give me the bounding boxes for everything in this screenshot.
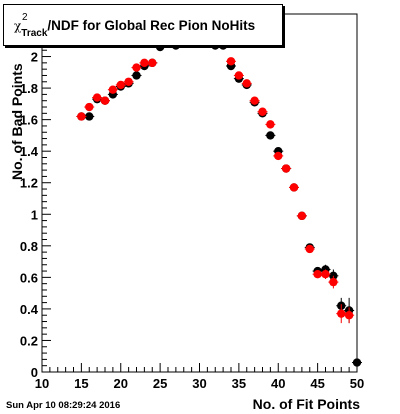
timestamp: Sun Apr 10 08:29:24 2016 [6, 400, 121, 411]
x-tick-label: 20 [114, 376, 128, 391]
y-tick-label: 1.2 [20, 176, 38, 191]
data-point-series-2 [226, 57, 236, 66]
data-point-series-1 [132, 71, 141, 80]
chart-title: χ 2 Track/NDF for Global Rec Pion NoHits [14, 12, 256, 39]
y-tick-label: 0 [31, 365, 38, 380]
y-tick-label: 1.4 [20, 144, 39, 159]
title-subscript: Track [21, 28, 48, 39]
plot-frame [41, 13, 358, 373]
x-tick-label: 35 [232, 376, 246, 391]
x-axis-label: No. of Fit Points [252, 396, 360, 412]
y-tick-label: 0.4 [20, 302, 39, 317]
x-tick-label: 15 [74, 376, 88, 391]
x-tick-label: 30 [192, 376, 206, 391]
y-tick-label: 1 [31, 207, 38, 222]
data-point-series-2 [313, 270, 322, 279]
data-point-series-2 [140, 58, 149, 68]
data-point-series-2 [116, 80, 125, 90]
data-point-series-1 [266, 131, 275, 140]
y-tick-label: 2 [31, 50, 38, 65]
data-point-series-2 [321, 270, 330, 279]
x-tick-label: 10 [35, 376, 49, 391]
data-point-series-1 [85, 112, 94, 121]
data-point-series-2 [266, 120, 275, 129]
data-point-series-2 [77, 112, 86, 121]
title-chi-symbol: χ [14, 19, 22, 33]
data-point-series-1 [352, 358, 362, 367]
chart-title-box: χ 2 Track/NDF for Global Rec Pion NoHits [3, 4, 283, 46]
y-axis-label: No. of Bad Points [9, 63, 25, 180]
y-tick-label: 0.6 [20, 270, 38, 285]
y-tick-label: 1.6 [20, 113, 38, 128]
data-point-series-2 [92, 93, 102, 102]
data-point-series-2 [344, 311, 354, 320]
y-tick-label: 0.2 [20, 333, 38, 348]
data-point-series-2 [297, 211, 307, 221]
x-tick-label: 25 [153, 376, 167, 391]
data-point-series-2 [329, 277, 338, 287]
data-point-series-2 [289, 183, 299, 192]
y-tick-label: 1.8 [20, 81, 38, 96]
data-point-series-2 [124, 77, 133, 86]
data-point-series-2 [242, 79, 251, 88]
x-tick-label: 40 [271, 376, 285, 391]
data-point-series-2 [250, 96, 259, 105]
data-point-series-2 [274, 151, 283, 161]
data-point-series-2 [148, 58, 157, 68]
data-point-series-2 [258, 107, 267, 116]
data-point-series-2 [234, 71, 244, 80]
data-point-series-2 [132, 63, 141, 72]
data-point-series-2 [108, 85, 118, 94]
title-rest: /NDF for Global Rec Pion NoHits [47, 18, 256, 33]
y-tick-label: 0.8 [20, 239, 38, 254]
data-point-series-2 [85, 102, 94, 112]
data-point-series-2 [337, 309, 346, 318]
x-tick-label: 50 [350, 376, 364, 391]
x-tick-label: 45 [310, 376, 324, 391]
data-point-series-2 [305, 244, 314, 254]
title-superscript: 2 [22, 12, 28, 23]
data-point-series-2 [100, 96, 110, 105]
data-point-series-2 [281, 164, 291, 173]
